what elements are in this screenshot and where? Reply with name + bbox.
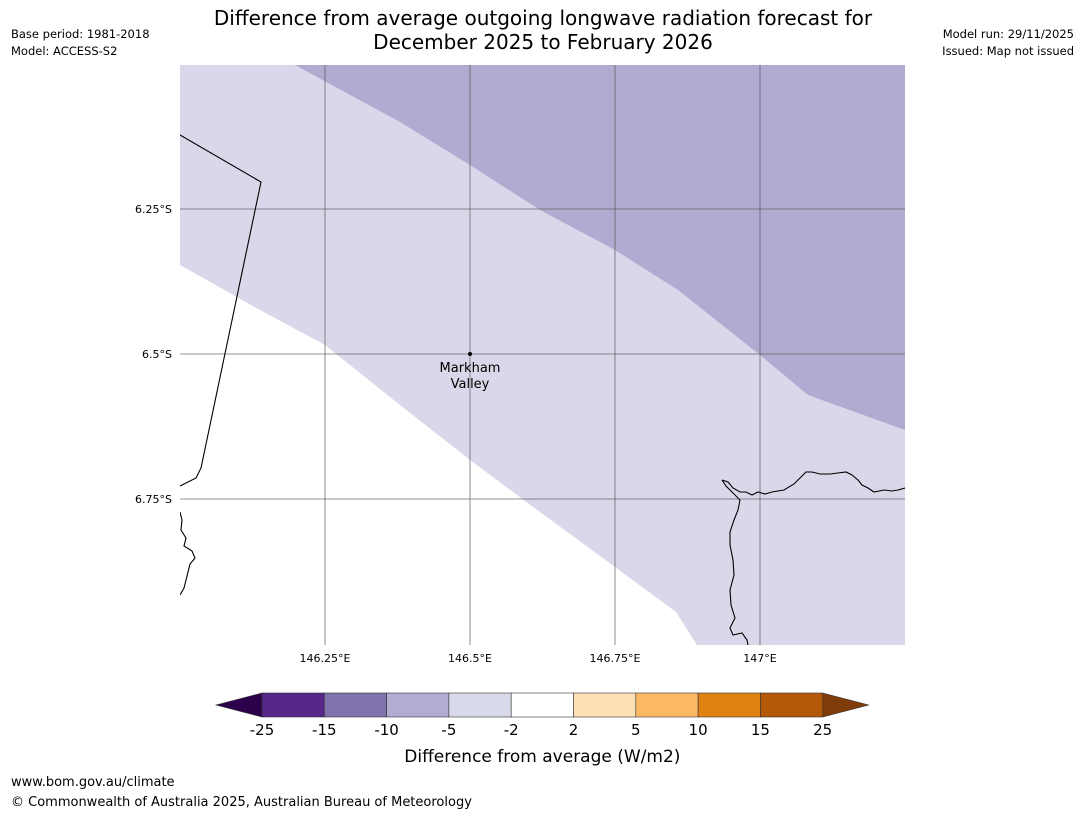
title-line-2: December 2025 to February 2026 xyxy=(373,30,713,54)
colorbar-tick-label: 5 xyxy=(631,721,641,739)
colorbar-segment xyxy=(448,692,512,718)
colorbar-segment xyxy=(635,692,699,718)
lat-label-6-75: 6.75°S xyxy=(135,493,172,506)
metadata-right: Model run: 29/11/2025 Issued: Map not is… xyxy=(942,26,1074,60)
model-text: Model: ACCESS-S2 xyxy=(11,44,118,58)
markham-river-coast xyxy=(721,479,749,645)
colorbar-title: Difference from average (W/m2) xyxy=(404,747,680,767)
province-border xyxy=(180,134,262,487)
base-period-text: Base period: 1981-2018 xyxy=(11,27,150,41)
colorbar-segment xyxy=(510,692,574,718)
colorbar-tick-label: 2 xyxy=(569,721,579,739)
colorbar-segment xyxy=(386,692,450,718)
colorbar-segment xyxy=(261,692,325,718)
issued-text: Issued: Map not issued xyxy=(942,44,1074,58)
colorbar-segment xyxy=(760,692,824,718)
lon-label-146-75: 146.75°E xyxy=(590,652,641,665)
colorbar-tick-label: -2 xyxy=(504,721,519,739)
coastlines-and-borders xyxy=(180,134,905,645)
map-title: Difference from average outgoing longwav… xyxy=(180,6,906,54)
place-dot xyxy=(468,352,472,356)
latitude-labels: 6.25°S 6.5°S 6.75°S xyxy=(135,203,172,506)
colorbar-tick-label: -10 xyxy=(374,721,399,739)
colorbar-tick-label: -25 xyxy=(250,721,275,739)
lon-label-146-25: 146.25°E xyxy=(300,652,351,665)
title-line-1: Difference from average outgoing longwav… xyxy=(213,6,873,30)
graticule xyxy=(180,65,905,645)
colorbar-extend-high xyxy=(822,692,870,718)
lon-label-146-5: 146.5°E xyxy=(448,652,492,665)
longitude-labels: 146.25°E 146.5°E 146.75°E 147°E xyxy=(300,652,777,665)
colorbar-tick-label: 25 xyxy=(813,721,832,739)
huon-gulf-coastline xyxy=(721,471,905,496)
metadata-left: Base period: 1981-2018 Model: ACCESS-S2 xyxy=(11,26,150,60)
footer-copyright: © Commonwealth of Australia 2025, Austra… xyxy=(11,795,472,810)
colorbar-tick-label: -5 xyxy=(441,721,456,739)
map-area xyxy=(180,65,905,645)
place-label-line-1: Markham xyxy=(440,361,501,376)
colorbar-tick-label: 10 xyxy=(689,721,708,739)
anomaly-band-minus-10-to-minus-5 xyxy=(295,65,905,430)
lat-label-6-25: 6.25°S xyxy=(135,203,172,216)
place-label-line-2: Valley xyxy=(451,377,490,392)
model-run-text: Model run: 29/11/2025 xyxy=(942,27,1074,41)
lat-label-6-5: 6.5°S xyxy=(142,348,172,361)
colorbar-tick-label: 15 xyxy=(751,721,770,739)
west-coastline xyxy=(180,511,196,596)
footer-url: www.bom.gov.au/climate xyxy=(11,775,175,790)
lon-label-147: 147°E xyxy=(743,652,776,665)
colorbar-segment xyxy=(323,692,387,718)
place-markham-valley: Markham Valley xyxy=(440,352,501,392)
colorbar-extend-low xyxy=(214,692,263,718)
colorbar-segment xyxy=(697,692,761,718)
colorbar-tick-label: -15 xyxy=(312,721,337,739)
colorbar-segment xyxy=(573,692,637,718)
